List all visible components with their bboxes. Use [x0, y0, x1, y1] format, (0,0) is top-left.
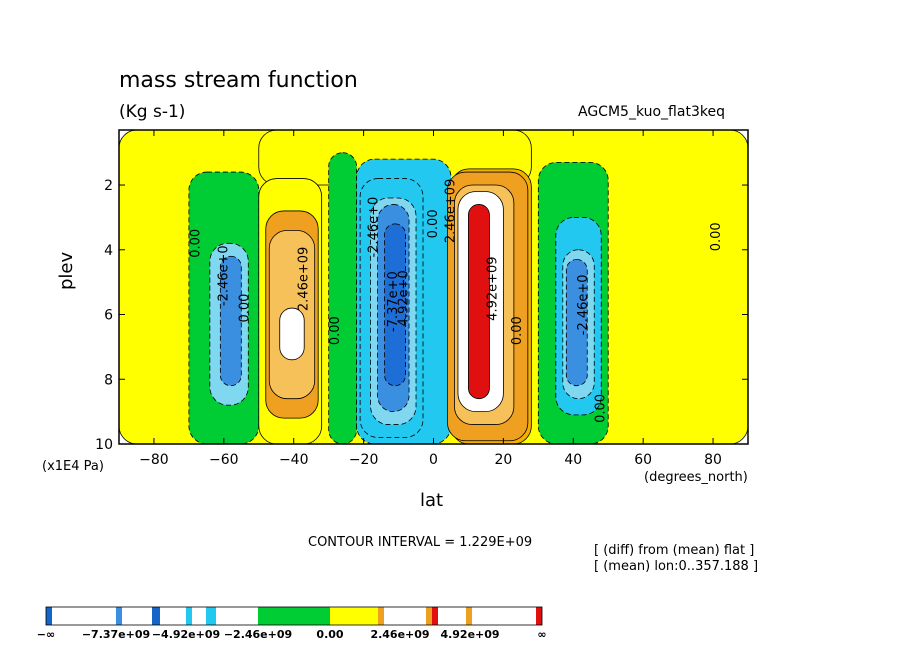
y-tick-label: 4: [104, 243, 113, 259]
colorbar-label: −2.46e+09: [224, 628, 292, 641]
chart-title: mass stream function: [119, 68, 358, 93]
contour-labels: 0.00-2.46e+00.00 2.46e+090.00-2.46e+0-7.3…: [188, 179, 724, 423]
diff-note: [ (diff) from (mean) flat ]: [594, 543, 755, 558]
region-cell: [384, 223, 406, 387]
colorbar-swatch: [258, 607, 330, 625]
colorbar-swatch: [216, 607, 258, 625]
region-cell: [537, 161, 609, 445]
contour-label: 0.00: [426, 209, 441, 238]
colorbar-swatch: [206, 607, 216, 625]
region-cell: [370, 197, 417, 425]
colorbar-swatch: [438, 607, 466, 625]
contour-label: -2.46e+0: [367, 197, 382, 258]
mean-note: [ (mean) lon:0..357.188 ]: [594, 559, 759, 574]
colorbar-swatch: [426, 607, 432, 625]
filled-regions: [118, 129, 749, 445]
x-tick-label: −20: [349, 452, 379, 468]
contour-label: 4.92e+0: [396, 270, 411, 326]
contour-label: -2.46e+0: [576, 274, 591, 335]
x-tick-label: −40: [279, 452, 309, 468]
colorbar-swatch: [472, 607, 536, 625]
colorbar-label: −∞: [37, 628, 55, 641]
region-cell: [359, 178, 424, 438]
colorbar-swatch: [432, 607, 438, 625]
colorbar-label: −4.92e+09: [152, 628, 220, 641]
region-cell: [188, 171, 260, 445]
run-name: AGCM5_kuo_flat3keq: [578, 104, 725, 120]
region-cell: [258, 178, 323, 445]
colorbar-swatch: [52, 607, 116, 625]
contour-label: 0.00: [594, 394, 609, 423]
colorbar-swatch: [536, 607, 542, 625]
colorbar-label: −7.37e+09: [82, 628, 150, 641]
colorbar-swatch: [384, 607, 426, 625]
x-ticks: −80 −60 −40 −20 0 20 40 60 80: [139, 130, 722, 468]
colorbar-label: 0.00: [316, 628, 343, 641]
x-tick-label: 60: [634, 452, 652, 468]
contour-label: 0.00: [328, 316, 343, 345]
region-cell: [279, 307, 305, 361]
colorbar-label: ∞: [537, 628, 546, 641]
y-tick-label: 6: [104, 308, 113, 324]
y-ticks: 2 4 6 8 10: [95, 178, 748, 453]
y-tick-label: 10: [95, 437, 113, 453]
x-tick-label: 20: [494, 452, 512, 468]
region-cell: [562, 249, 595, 400]
region-cell: [258, 129, 532, 186]
y-tick-label: 8: [104, 372, 113, 388]
contour-interval: CONTOUR INTERVAL = 1.229E+09: [308, 535, 533, 550]
y-tick-label: 2: [104, 178, 113, 194]
region-cell: [447, 171, 529, 442]
colorbar-swatch: [116, 607, 122, 625]
contour-label: 2.46e+09: [297, 247, 312, 311]
contour-label: -2.46e+0: [216, 245, 231, 306]
colorbar-swatch: [330, 607, 378, 625]
colorbar-swatch: [46, 607, 52, 625]
colorbar-frame: [45, 606, 543, 626]
region-cell: [454, 184, 515, 425]
contour-label: 0.00: [709, 222, 724, 251]
contour-label: 0.00: [510, 316, 525, 345]
colorbar-swatch: [192, 607, 206, 625]
colorbar-swatch: [466, 607, 472, 625]
region-cell: [265, 210, 319, 419]
colorbar-swatch: [186, 607, 192, 625]
plot-frame: [118, 129, 749, 445]
region-cell: [457, 191, 504, 413]
region-cell: [450, 168, 532, 445]
x-tick-label: 0: [429, 452, 438, 468]
x-tick-label: 80: [704, 452, 722, 468]
region-cell: [356, 158, 452, 445]
region-cell: [219, 255, 242, 387]
colorbar-swatch: [378, 607, 384, 625]
colorbar-swatch: [122, 607, 152, 625]
contour-label: 2.46e+09: [443, 179, 458, 243]
contour-label: -7.37e+0: [386, 271, 401, 332]
region-cell: [555, 217, 602, 416]
region-cell: [377, 204, 410, 413]
region-cell: [565, 259, 588, 387]
region-cell: [468, 204, 490, 400]
y-axis-unit: (x1E4 Pa): [42, 459, 104, 474]
region-cell: [328, 152, 358, 445]
x-tick-label: −60: [209, 452, 239, 468]
x-tick-label: −80: [139, 452, 169, 468]
y-axis-label: plev: [56, 251, 77, 290]
colorbar: −∞ −7.37e+09 −4.92e+09 −2.46e+09 0.00 2.46e+0…: [37, 606, 547, 641]
region-cell: [268, 229, 316, 400]
colorbar-swatch: [160, 607, 186, 625]
x-axis-unit: (degrees_north): [644, 470, 748, 485]
contour-label: 4.92e+09: [485, 256, 500, 320]
contour-label: 0.00: [237, 294, 252, 323]
x-axis-label: lat: [420, 490, 444, 511]
contour-label: 0.00: [188, 229, 203, 258]
region-cell: [118, 129, 749, 445]
colorbar-swatch: [152, 607, 160, 625]
colorbar-label: 4.92e+09: [440, 628, 499, 641]
region-cell: [209, 242, 249, 406]
x-tick-label: 40: [564, 452, 582, 468]
chart-units: (Kg s-1): [119, 102, 186, 122]
colorbar-label: 2.46e+09: [370, 628, 429, 641]
